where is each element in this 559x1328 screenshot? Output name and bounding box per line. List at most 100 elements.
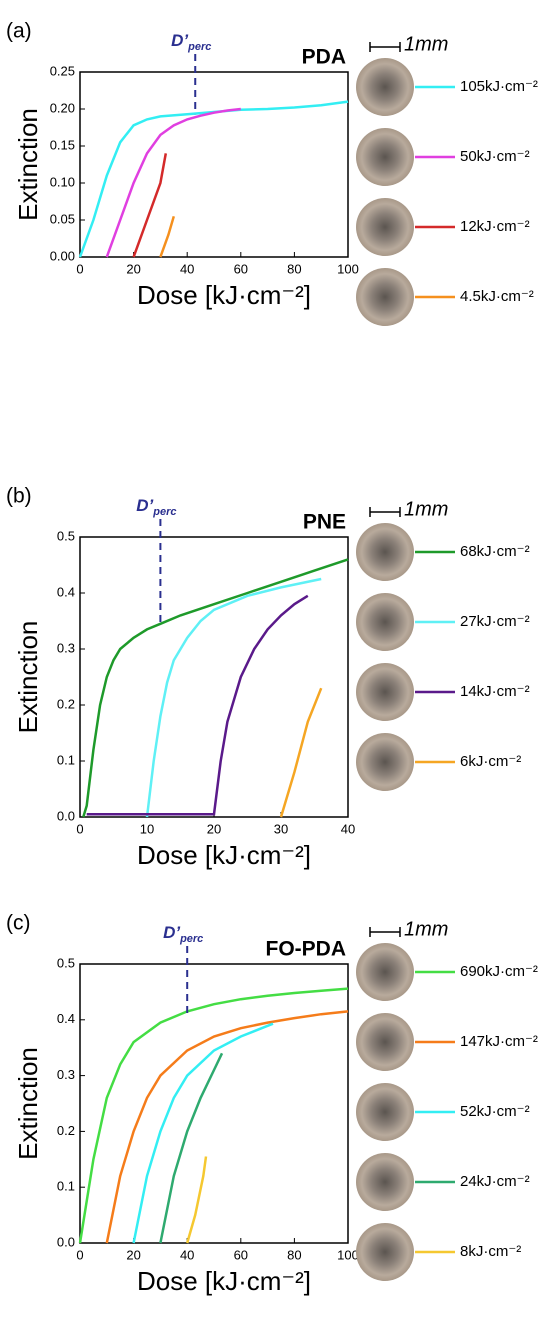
data-line bbox=[107, 1011, 348, 1243]
data-line bbox=[160, 1053, 222, 1243]
y-tick-label: 0.10 bbox=[50, 174, 75, 189]
y-axis-title: Extinction bbox=[13, 1047, 43, 1160]
legend-label: 4.5kJ·cm⁻² bbox=[460, 288, 534, 305]
scale-bar-label: 1mm bbox=[404, 33, 448, 55]
y-tick-label: 0.1 bbox=[57, 752, 75, 767]
data-line bbox=[107, 109, 241, 257]
annotation-main: D’ bbox=[171, 31, 188, 50]
y-tick-label: 0.2 bbox=[57, 1123, 75, 1138]
annotation-sub: perc bbox=[179, 933, 203, 945]
sample-photo bbox=[356, 663, 414, 721]
data-line bbox=[80, 989, 348, 1243]
annotation-sub: perc bbox=[187, 41, 211, 53]
x-tick-label: 40 bbox=[341, 821, 355, 836]
x-axis-title: Dose [kJ·cm⁻²] bbox=[137, 840, 311, 870]
data-line bbox=[80, 102, 348, 257]
x-tick-label: 0 bbox=[76, 261, 83, 276]
x-tick-label: 20 bbox=[126, 1247, 140, 1262]
data-line bbox=[134, 1024, 273, 1243]
y-tick-label: 0.15 bbox=[50, 137, 75, 152]
x-tick-label: 40 bbox=[180, 1247, 194, 1262]
y-tick-label: 0.5 bbox=[57, 528, 75, 543]
legend-label: 68kJ·cm⁻² bbox=[460, 543, 530, 560]
x-tick-label: 0 bbox=[76, 821, 83, 836]
y-axis-title: Extinction bbox=[13, 621, 43, 734]
legend-label: 12kJ·cm⁻² bbox=[460, 218, 530, 235]
legend-label: 27kJ·cm⁻² bbox=[460, 613, 530, 630]
y-tick-label: 0.25 bbox=[50, 63, 75, 78]
sample-photo bbox=[356, 1013, 414, 1071]
x-axis-title: Dose [kJ·cm⁻²] bbox=[137, 1266, 311, 1296]
scale-bar-label: 1mm bbox=[404, 498, 448, 520]
y-tick-label: 0.4 bbox=[57, 1011, 75, 1026]
y-tick-label: 0.05 bbox=[50, 211, 75, 226]
legend-label: 6kJ·cm⁻² bbox=[460, 753, 521, 770]
scale-bar-label: 1mm bbox=[404, 918, 448, 940]
y-tick-label: 0.0 bbox=[57, 1234, 75, 1249]
data-line bbox=[281, 688, 321, 817]
sample-photo bbox=[356, 733, 414, 791]
sample-photo bbox=[356, 198, 414, 256]
x-tick-label: 20 bbox=[207, 821, 221, 836]
chart-title: PNE bbox=[303, 511, 346, 534]
y-tick-label: 0.3 bbox=[57, 1067, 75, 1082]
sample-photo bbox=[356, 1223, 414, 1281]
chart-title: FO-PDA bbox=[266, 938, 347, 961]
x-tick-label: 10 bbox=[140, 821, 154, 836]
chart-title: PDA bbox=[302, 46, 346, 69]
legend-label: 147kJ·cm⁻² bbox=[460, 1033, 538, 1050]
y-tick-label: 0.4 bbox=[57, 584, 75, 599]
sample-photo bbox=[356, 58, 414, 116]
y-tick-label: 0.20 bbox=[50, 100, 75, 115]
x-tick-label: 100 bbox=[337, 261, 359, 276]
annotation-main: D’ bbox=[136, 496, 153, 515]
legend-label: 8kJ·cm⁻² bbox=[460, 1243, 521, 1260]
y-tick-label: 0.3 bbox=[57, 640, 75, 655]
legend-label: 105kJ·cm⁻² bbox=[460, 78, 538, 95]
x-tick-label: 0 bbox=[76, 1247, 83, 1262]
x-tick-label: 60 bbox=[234, 1247, 248, 1262]
data-line bbox=[87, 596, 308, 814]
data-line bbox=[187, 1157, 206, 1244]
x-tick-label: 20 bbox=[126, 261, 140, 276]
x-tick-label: 40 bbox=[180, 261, 194, 276]
annotation: D’perc bbox=[136, 496, 176, 517]
x-tick-label: 60 bbox=[234, 261, 248, 276]
plot-frame bbox=[80, 964, 348, 1243]
x-tick-label: 80 bbox=[287, 1247, 301, 1262]
sample-photo bbox=[356, 1083, 414, 1141]
x-axis-title: Dose [kJ·cm⁻²] bbox=[137, 280, 311, 310]
data-line bbox=[83, 559, 348, 817]
annotation-main: D’ bbox=[163, 923, 180, 942]
panel-label: (b) bbox=[6, 485, 32, 508]
y-tick-label: 0.0 bbox=[57, 808, 75, 823]
annotation-sub: perc bbox=[152, 506, 176, 518]
panel-label: (c) bbox=[6, 912, 31, 935]
y-tick-label: 0.00 bbox=[50, 248, 75, 263]
y-tick-label: 0.5 bbox=[57, 955, 75, 970]
sample-photo bbox=[356, 1153, 414, 1211]
legend-label: 690kJ·cm⁻² bbox=[460, 963, 538, 980]
sample-photo bbox=[356, 268, 414, 326]
x-tick-label: 80 bbox=[287, 261, 301, 276]
legend-label: 52kJ·cm⁻² bbox=[460, 1103, 530, 1120]
legend-label: 24kJ·cm⁻² bbox=[460, 1173, 530, 1190]
plot-frame bbox=[80, 537, 348, 817]
y-axis-title: Extinction bbox=[13, 108, 43, 221]
figure: 0.000.050.100.150.200.25020406080100(a)P… bbox=[0, 0, 559, 1328]
data-line bbox=[134, 153, 166, 257]
sample-photo bbox=[356, 943, 414, 1001]
panel-label: (a) bbox=[6, 20, 32, 43]
y-tick-label: 0.2 bbox=[57, 696, 75, 711]
legend-label: 14kJ·cm⁻² bbox=[460, 683, 530, 700]
legend-label: 50kJ·cm⁻² bbox=[460, 148, 530, 165]
plot-frame bbox=[80, 72, 348, 257]
y-tick-label: 0.1 bbox=[57, 1179, 75, 1194]
annotation: D’perc bbox=[171, 31, 211, 52]
data-line bbox=[160, 216, 173, 257]
sample-photo bbox=[356, 523, 414, 581]
annotation: D’perc bbox=[163, 923, 203, 944]
x-tick-label: 30 bbox=[274, 821, 288, 836]
sample-photo bbox=[356, 128, 414, 186]
sample-photo bbox=[356, 593, 414, 651]
